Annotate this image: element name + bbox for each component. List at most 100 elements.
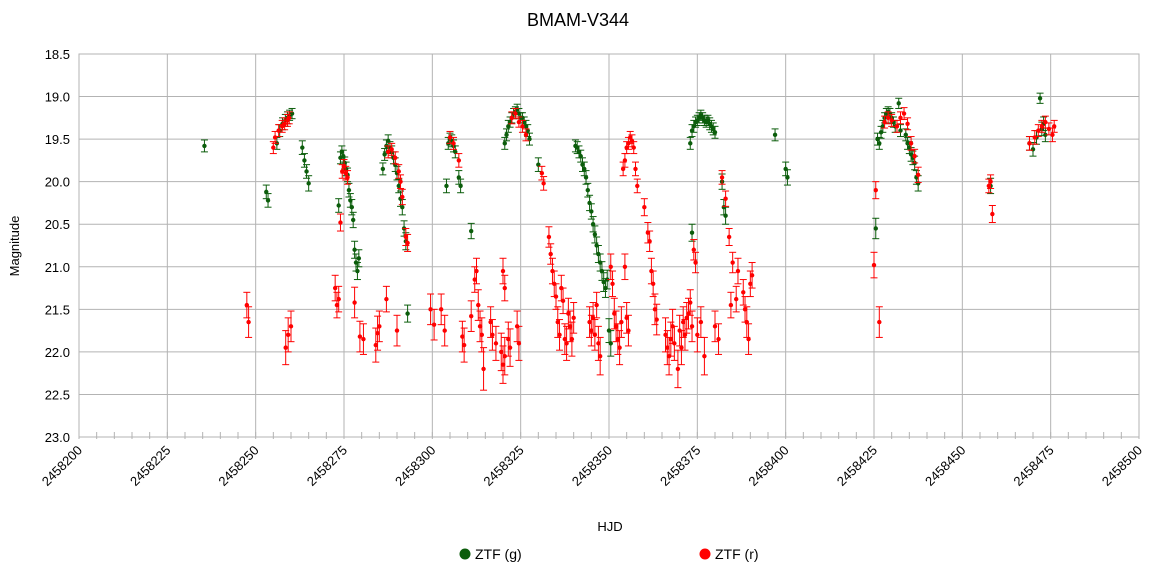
data-point	[885, 115, 891, 121]
data-point	[698, 319, 704, 325]
x-tick-label: 2458200	[39, 443, 85, 489]
data-point	[300, 145, 305, 150]
data-point	[734, 296, 739, 302]
data-point	[580, 162, 585, 167]
data-point	[582, 166, 587, 172]
data-point	[631, 145, 636, 150]
data-point	[562, 336, 568, 342]
data-point	[712, 130, 718, 135]
data-point	[746, 336, 751, 342]
data-point	[684, 315, 689, 321]
data-point	[695, 332, 700, 338]
data-point	[675, 366, 681, 372]
data-point	[705, 118, 711, 123]
data-point	[389, 147, 394, 152]
data-point	[283, 345, 288, 350]
data-point	[361, 336, 366, 342]
data-point	[688, 141, 693, 146]
data-point	[1030, 147, 1036, 152]
x-axis-label: HJD	[597, 519, 622, 534]
data-point	[990, 211, 995, 217]
data-point	[585, 187, 590, 193]
data-point	[523, 132, 529, 138]
data-point	[375, 330, 380, 336]
x-tick-label: 2458425	[834, 443, 880, 489]
data-point	[599, 268, 605, 274]
data-point	[681, 319, 686, 325]
data-point	[553, 294, 559, 299]
data-point	[645, 230, 651, 235]
data-point	[650, 281, 656, 286]
data-point	[682, 332, 688, 338]
x-tick-label: 2458400	[745, 443, 791, 489]
data-point	[592, 232, 598, 237]
data-point	[479, 332, 484, 338]
data-point	[642, 205, 647, 210]
data-point	[536, 162, 541, 167]
data-point	[400, 194, 405, 200]
data-point	[516, 341, 522, 346]
data-point	[622, 264, 628, 269]
data-point	[499, 349, 504, 355]
data-point	[712, 324, 718, 329]
data-point	[338, 220, 343, 225]
data-point	[555, 319, 560, 325]
data-point	[905, 121, 910, 126]
data-point	[620, 166, 626, 172]
data-point	[571, 315, 576, 321]
data-point	[986, 183, 992, 189]
y-axis-label: Magnitude	[7, 216, 22, 277]
data-point	[246, 319, 251, 325]
data-point	[601, 279, 606, 285]
data-point	[908, 152, 914, 157]
data-point	[1037, 96, 1043, 101]
axes	[78, 53, 1140, 439]
data-point	[716, 336, 721, 342]
data-point	[1027, 141, 1032, 146]
data-point	[394, 328, 400, 333]
data-point	[617, 345, 622, 350]
data-point	[345, 175, 350, 180]
data-point	[654, 317, 659, 322]
data-point	[1043, 132, 1048, 138]
data-point	[516, 119, 522, 125]
data-point	[663, 332, 668, 338]
data-point	[509, 115, 515, 121]
data-point	[583, 175, 589, 180]
data-point	[520, 124, 525, 129]
x-tick-label: 2458275	[304, 443, 350, 489]
data-point	[493, 341, 499, 346]
data-point	[460, 334, 465, 339]
x-tick-label: 2458375	[657, 443, 703, 489]
data-point	[576, 149, 582, 155]
data-point	[898, 128, 903, 133]
data-point	[693, 260, 698, 265]
data-point	[689, 324, 695, 329]
data-point	[444, 183, 449, 189]
data-point	[400, 205, 405, 210]
data-point	[502, 353, 507, 359]
y-tick-label: 22.5	[45, 387, 70, 402]
data-point	[903, 132, 908, 138]
data-point	[688, 300, 693, 305]
data-point	[912, 153, 917, 159]
legend-marker-r	[699, 548, 711, 560]
data-point	[605, 277, 610, 282]
data-point	[735, 268, 741, 274]
data-point	[608, 341, 613, 346]
data-point	[589, 209, 594, 214]
x-tick-label: 2458350	[569, 443, 615, 489]
data-point	[340, 169, 345, 174]
data-point	[877, 141, 882, 146]
data-point	[908, 141, 914, 146]
data-point	[749, 273, 755, 278]
data-point	[889, 118, 894, 123]
data-point	[453, 149, 458, 155]
data-point	[472, 277, 477, 282]
data-point	[689, 128, 695, 133]
data-point	[744, 319, 749, 325]
data-point	[431, 322, 437, 327]
data-point	[302, 158, 307, 163]
data-point	[502, 285, 507, 291]
data-point	[873, 226, 878, 231]
